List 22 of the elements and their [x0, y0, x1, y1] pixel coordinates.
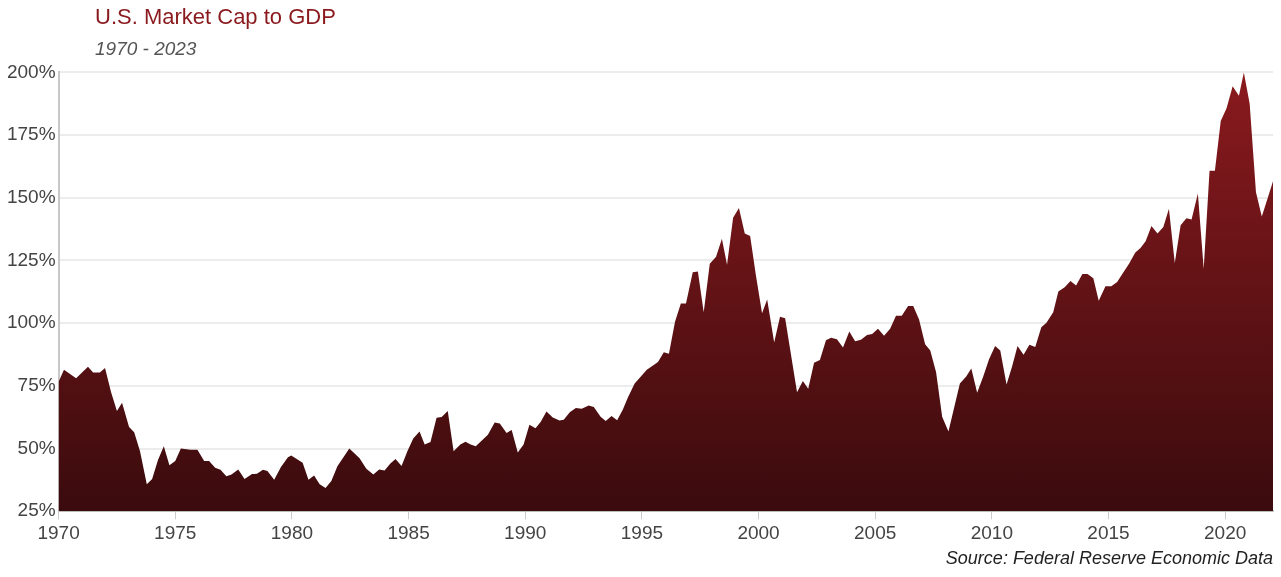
x-tick-label: 2010	[970, 521, 1013, 543]
y-tick-label: 25%	[17, 499, 56, 521]
source-note: Source: Federal Reserve Economic Data	[945, 548, 1273, 569]
x-tick-label: 1990	[504, 521, 547, 543]
x-tick-label: 2005	[854, 521, 897, 543]
y-tick-label: 100%	[6, 311, 56, 333]
y-tick-label: 200%	[6, 60, 56, 82]
y-tick-label: 75%	[17, 374, 56, 396]
y-tick-label: 125%	[6, 248, 56, 270]
x-tick-label: 1995	[620, 521, 664, 543]
y-tick-label: 150%	[6, 186, 56, 208]
x-tick-label: 1970	[37, 521, 80, 543]
x-tick-label: 2000	[737, 521, 780, 543]
y-tick-label: 175%	[6, 123, 56, 145]
chart-subtitle: 1970 - 2023	[95, 38, 197, 60]
x-tick-label: 1975	[154, 521, 197, 543]
y-tick-label: 50%	[17, 436, 56, 458]
x-tick-label: 2020	[1204, 521, 1247, 543]
x-tick-label: 2015	[1087, 521, 1130, 543]
chart-title: U.S. Market Cap to GDP	[95, 4, 336, 30]
x-tick-label: 1980	[270, 521, 314, 543]
x-tick-label: 1985	[387, 521, 430, 543]
